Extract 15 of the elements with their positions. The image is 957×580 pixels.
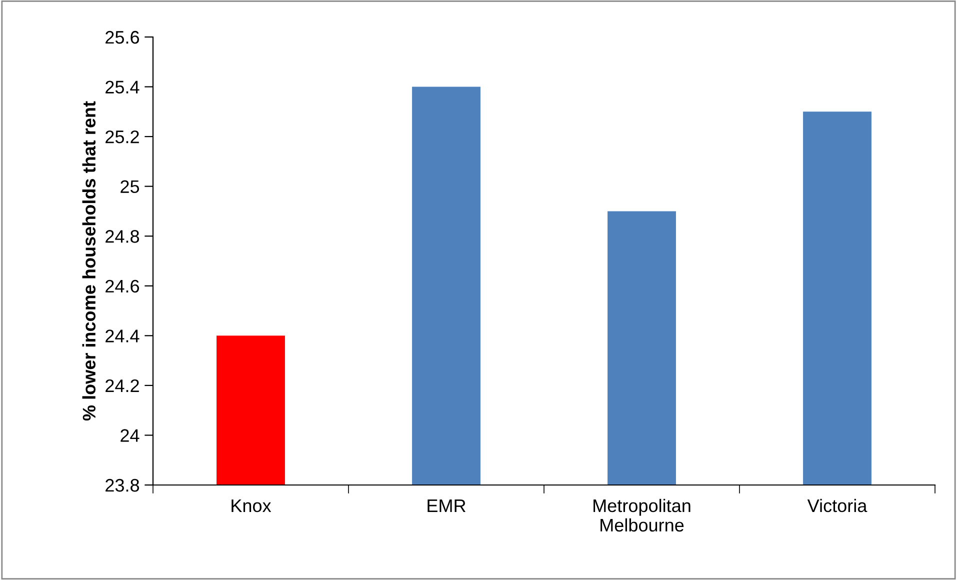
y-axis-title: % lower income households that rent [82,101,96,421]
x-tick-label: Metropolitan Melbourne [594,498,690,532]
y-tick-label: 24.8 [106,230,140,243]
y-tick-label: 24.4 [106,330,140,342]
y-tick-label: 25.6 [106,30,140,44]
y-tick-label: 24 [120,429,140,442]
y-tick-label: 25.4 [106,80,140,94]
x-tick-label: EMR [428,500,466,512]
x-tick-label: Victoria [807,498,868,512]
y-tick-label: 23.8 [106,478,140,492]
x-tick-label: Knox [232,500,272,512]
y-tick-label: 25.2 [106,130,139,144]
y-tick-label: 24.2 [106,379,139,392]
y-tick-label: 25 [120,180,140,194]
y-tick-label: 24.6 [106,280,140,293]
